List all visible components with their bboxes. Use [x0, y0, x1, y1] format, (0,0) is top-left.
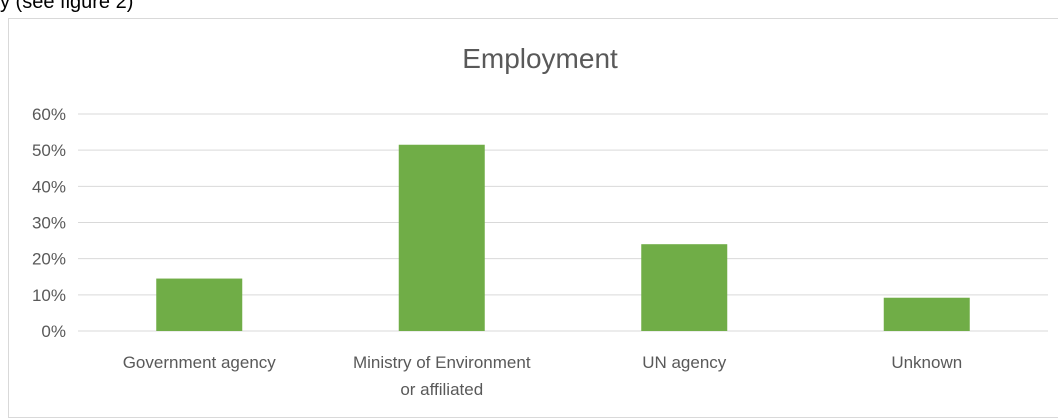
- y-axis-tick-labels: 0% 10% 20% 30% 40% 50% 60%: [32, 105, 66, 341]
- bar-0: [156, 278, 243, 331]
- y-tick-label-6: 60%: [32, 105, 66, 124]
- x-axis-category-labels: Government agency Ministry of Environment…: [123, 353, 962, 399]
- bars: [156, 144, 970, 331]
- y-tick-label-0: 0%: [41, 322, 66, 341]
- x-category-label-3: Unknown: [891, 353, 962, 372]
- x-category-label-2: UN agency: [642, 353, 727, 372]
- bar-3: [883, 297, 970, 331]
- chart-title: Employment: [462, 43, 618, 74]
- x-category-label-0: Government agency: [123, 353, 277, 372]
- bar-1: [398, 144, 485, 331]
- bar-2: [641, 244, 728, 331]
- y-tick-label-2: 20%: [32, 250, 66, 269]
- y-tick-label-3: 30%: [32, 214, 66, 233]
- y-tick-label-4: 40%: [32, 177, 66, 196]
- y-tick-label-1: 10%: [32, 286, 66, 305]
- caption-fragment: y (see figure 2): [0, 0, 134, 13]
- x-category-label-1: Ministry of Environment or affiliated: [353, 353, 531, 399]
- y-tick-label-5: 50%: [32, 141, 66, 160]
